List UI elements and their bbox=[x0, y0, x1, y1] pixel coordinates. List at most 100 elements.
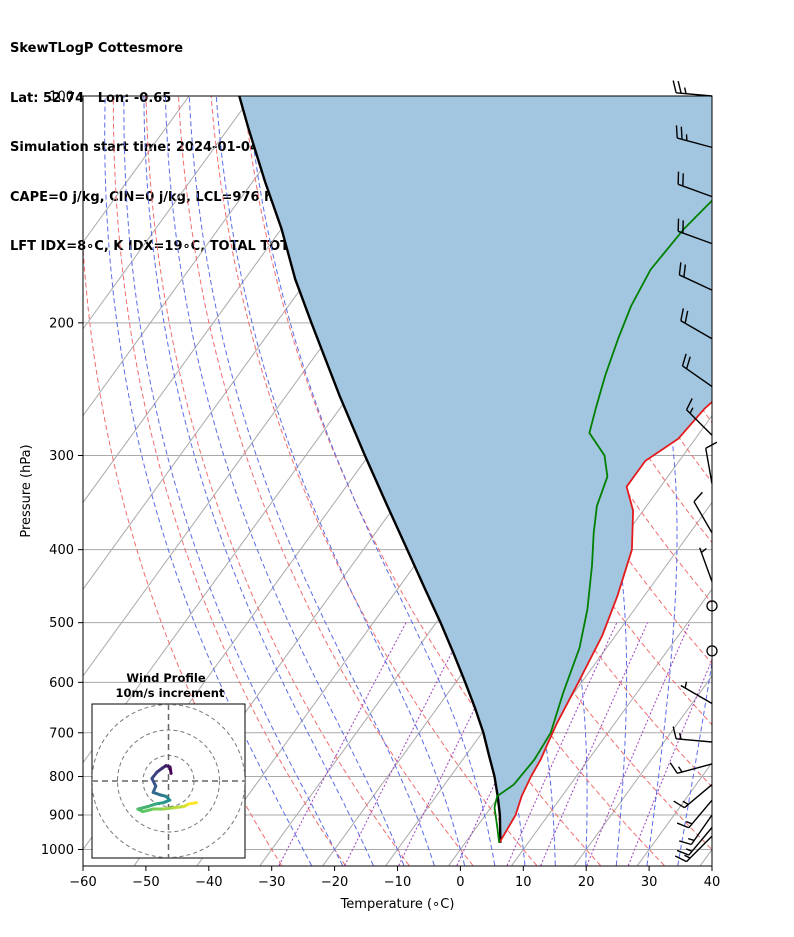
hodograph-segment bbox=[141, 807, 155, 814]
barb-flag bbox=[693, 491, 703, 503]
x-tick-label: 30 bbox=[641, 875, 658, 890]
y-tick-label: 200 bbox=[49, 316, 74, 331]
moist-adiabat-line bbox=[123, 96, 343, 866]
barb-flag bbox=[679, 840, 692, 846]
dry-adiabat-line bbox=[308, 96, 712, 851]
calm-wind-circle bbox=[706, 645, 718, 657]
barb-flag bbox=[680, 308, 685, 321]
wind-barb bbox=[672, 80, 713, 97]
barb-shaft bbox=[680, 320, 713, 340]
y-tick-label: 600 bbox=[49, 676, 74, 691]
barb-shaft bbox=[688, 827, 713, 856]
barb-shaft bbox=[677, 137, 713, 149]
parcel-profile-line bbox=[238, 96, 502, 843]
wind-barb bbox=[675, 125, 713, 149]
dry-adiabat-line bbox=[178, 96, 474, 866]
mixing-ratio-line bbox=[506, 622, 618, 866]
y-tick-label: 900 bbox=[49, 809, 74, 824]
wind-barb bbox=[677, 218, 713, 245]
y-tick-label: 100 bbox=[49, 90, 74, 105]
moist-adiabat-line bbox=[188, 96, 435, 866]
barb-shaft bbox=[680, 684, 713, 705]
wind-barb bbox=[674, 835, 713, 863]
y-tick-label: 400 bbox=[49, 543, 74, 558]
barb-half-flag bbox=[684, 681, 688, 689]
barb-half-flag bbox=[682, 800, 689, 806]
hodograph-area bbox=[92, 704, 245, 858]
y-tick-label: 700 bbox=[49, 726, 74, 741]
wind-barb bbox=[681, 353, 713, 388]
mixing-ratio-line bbox=[586, 622, 691, 866]
barb-flag bbox=[672, 80, 677, 94]
dry-adiabat-line bbox=[243, 96, 601, 866]
hodograph-subtitle: 10m/s increment bbox=[116, 686, 225, 700]
barb-half-flag bbox=[677, 766, 683, 773]
barb-shaft bbox=[693, 501, 713, 534]
wind-barb bbox=[685, 398, 713, 436]
wind-barb bbox=[706, 645, 718, 657]
barb-shaft bbox=[686, 835, 713, 863]
barb-shaft bbox=[705, 448, 713, 484]
wind-barb bbox=[706, 600, 718, 612]
dry-adiabat-line bbox=[112, 96, 346, 866]
axes: −60 −50 −40 −30 −20 −10 0 10 20 30 40 1000 900 800 700… bbox=[19, 90, 720, 913]
isotherm-line bbox=[700, 848, 712, 866]
barb-shaft bbox=[677, 763, 713, 774]
profiles bbox=[238, 96, 712, 844]
isotherm-line bbox=[83, 96, 253, 330]
barb-shaft bbox=[676, 738, 713, 743]
moist-adiabat-line bbox=[104, 96, 312, 866]
barb-shaft bbox=[699, 547, 713, 582]
moist-adiabat-line bbox=[215, 96, 466, 866]
barb-half-flag bbox=[689, 407, 694, 414]
barb-half-flag bbox=[685, 820, 693, 825]
moist-adiabat-line bbox=[164, 96, 405, 866]
barb-shaft bbox=[688, 799, 713, 829]
title-line-station: SkewTLogP Cottesmore bbox=[10, 41, 184, 56]
wind-barbs bbox=[669, 80, 718, 863]
barb-flag bbox=[675, 125, 678, 139]
hodograph-title: Wind Profile bbox=[126, 671, 206, 685]
barb-half-flag bbox=[683, 87, 687, 94]
barb-flag bbox=[669, 762, 678, 774]
y-axis-label: Pressure (hPa) bbox=[19, 444, 34, 537]
wind-barb bbox=[699, 547, 713, 582]
x-tick-label: −50 bbox=[132, 875, 159, 890]
wind-barb bbox=[705, 441, 718, 484]
barb-flag bbox=[685, 356, 691, 369]
barb-half-flag bbox=[687, 837, 695, 842]
x-axis-label: Temperature (∘C) bbox=[340, 897, 455, 912]
y-tick-label: 1000 bbox=[41, 843, 74, 858]
barb-flag bbox=[705, 441, 718, 449]
hodograph-segment bbox=[187, 801, 199, 806]
wind-barb bbox=[677, 171, 713, 198]
isotherm-line bbox=[574, 675, 712, 866]
barb-flag bbox=[673, 800, 685, 809]
barb-flag bbox=[685, 398, 693, 411]
x-tick-label: 40 bbox=[704, 875, 721, 890]
moist-adiabat-line bbox=[143, 96, 374, 866]
barb-flag bbox=[677, 80, 682, 94]
barb-flag bbox=[681, 353, 687, 367]
calm-wind-circle bbox=[706, 600, 718, 612]
barb-flag bbox=[678, 262, 682, 276]
barb-half-flag bbox=[700, 547, 707, 554]
x-tick-label: 10 bbox=[515, 875, 532, 890]
x-tick-label: −40 bbox=[195, 875, 222, 890]
barb-half-flag bbox=[684, 854, 691, 859]
barb-shaft bbox=[676, 92, 713, 97]
barb-flag bbox=[676, 822, 690, 829]
barb-shaft bbox=[686, 409, 713, 436]
barb-flag bbox=[680, 126, 683, 140]
x-tick-label: −20 bbox=[321, 875, 348, 890]
isotherm-line bbox=[83, 96, 316, 417]
dry-adiabat-line bbox=[145, 96, 410, 866]
wind-barb bbox=[669, 762, 713, 774]
wind-barb bbox=[673, 784, 713, 809]
x-tick-label: −30 bbox=[258, 875, 285, 890]
temperature-line bbox=[498, 400, 712, 844]
barb-shaft bbox=[677, 183, 713, 198]
y-tick-label: 800 bbox=[49, 770, 74, 785]
barb-half-flag bbox=[678, 732, 682, 740]
wind-barb bbox=[672, 726, 713, 743]
